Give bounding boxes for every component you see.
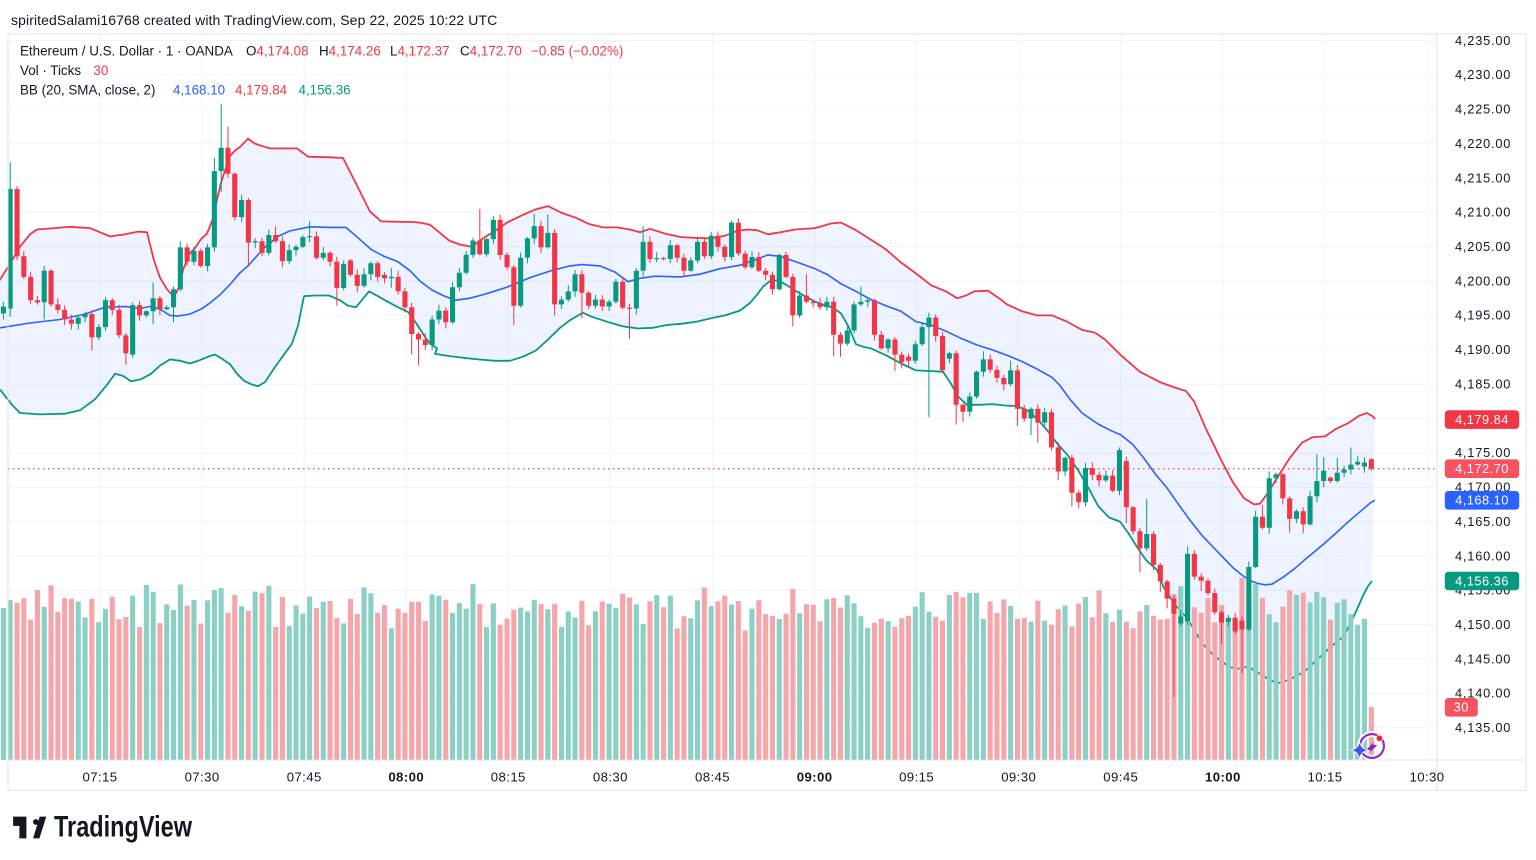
svg-text:08:30: 08:30 [593, 770, 628, 785]
svg-text:07:15: 07:15 [82, 770, 117, 785]
svg-text:09:30: 09:30 [1001, 770, 1036, 785]
svg-text:−0.85 (−0.02%): −0.85 (−0.02%) [531, 44, 623, 59]
svg-text:4,195.00: 4,195.00 [1455, 308, 1511, 323]
svg-text:H4,174.26: H4,174.26 [319, 44, 381, 59]
svg-text:4,156.36: 4,156.36 [299, 83, 351, 98]
svg-text:4,156.36: 4,156.36 [1455, 573, 1509, 588]
svg-text:spiritedSalami16768 created wi: spiritedSalami16768 created with Trading… [11, 12, 497, 28]
svg-text:08:45: 08:45 [695, 770, 730, 785]
svg-text:Ethereum / U.S. Dollar · 1 · O: Ethereum / U.S. Dollar · 1 · OANDA [20, 44, 233, 59]
svg-text:4,205.00: 4,205.00 [1455, 239, 1511, 254]
svg-text:4,150.00: 4,150.00 [1455, 617, 1511, 632]
svg-text:10:00: 10:00 [1205, 770, 1241, 785]
svg-text:4,140.00: 4,140.00 [1455, 686, 1511, 701]
svg-text:4,230.00: 4,230.00 [1455, 67, 1511, 82]
svg-text:4,235.00: 4,235.00 [1455, 33, 1511, 48]
svg-text:O4,174.08: O4,174.08 [246, 44, 309, 59]
svg-text:4,179.84: 4,179.84 [1455, 412, 1509, 427]
svg-text:4,135.00: 4,135.00 [1455, 720, 1511, 735]
svg-text:07:45: 07:45 [287, 770, 322, 785]
svg-text:09:00: 09:00 [797, 770, 833, 785]
svg-text:4,145.00: 4,145.00 [1455, 651, 1511, 666]
svg-text:07:30: 07:30 [185, 770, 220, 785]
svg-text:10:30: 10:30 [1409, 770, 1444, 785]
svg-text:4,185.00: 4,185.00 [1455, 377, 1511, 392]
svg-text:08:00: 08:00 [388, 770, 424, 785]
svg-text:4,172.70: 4,172.70 [1455, 461, 1509, 476]
svg-text:4,168.10: 4,168.10 [173, 83, 225, 98]
svg-text:4,215.00: 4,215.00 [1455, 170, 1511, 185]
svg-text:4,160.00: 4,160.00 [1455, 548, 1511, 563]
svg-text:4,175.00: 4,175.00 [1455, 445, 1511, 460]
svg-text:4,179.84: 4,179.84 [235, 83, 288, 98]
svg-text:4,190.00: 4,190.00 [1455, 342, 1511, 357]
svg-text:30: 30 [1454, 700, 1469, 715]
svg-text:08:15: 08:15 [491, 770, 526, 785]
svg-text:4,200.00: 4,200.00 [1455, 273, 1511, 288]
svg-text:C4,172.70: C4,172.70 [460, 44, 522, 59]
svg-text:30: 30 [93, 63, 108, 78]
svg-text:4,210.00: 4,210.00 [1455, 205, 1511, 220]
svg-text:BB (20, SMA, close, 2): BB (20, SMA, close, 2) [20, 83, 155, 98]
svg-text:4,165.00: 4,165.00 [1455, 514, 1511, 529]
svg-text:4,170.00: 4,170.00 [1455, 480, 1511, 495]
svg-text:10:15: 10:15 [1307, 770, 1342, 785]
svg-text:09:15: 09:15 [899, 770, 934, 785]
svg-text:Vol · Ticks: Vol · Ticks [20, 63, 81, 78]
svg-text:4,168.10: 4,168.10 [1455, 493, 1509, 508]
svg-text:4,220.00: 4,220.00 [1455, 136, 1511, 151]
svg-text:09:45: 09:45 [1103, 770, 1138, 785]
svg-text:4,225.00: 4,225.00 [1455, 102, 1511, 117]
svg-text:L4,172.37: L4,172.37 [390, 44, 450, 59]
svg-text:TradingView: TradingView [54, 811, 192, 844]
